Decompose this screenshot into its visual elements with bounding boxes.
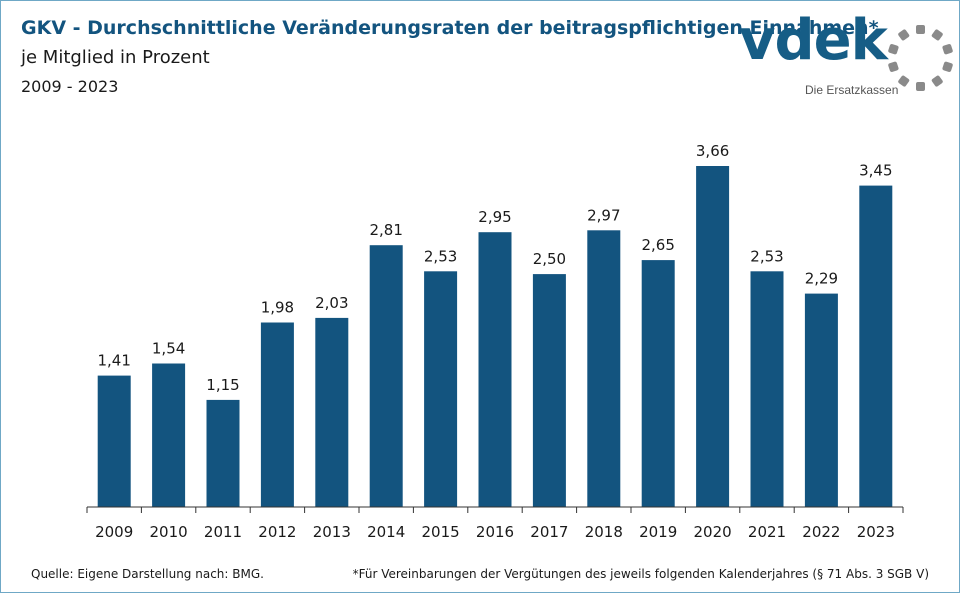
footnote: *Für Vereinbarungen der Vergütungen des … bbox=[352, 567, 929, 581]
bar bbox=[532, 274, 566, 507]
chart-subtitle: je Mitglied in Prozent bbox=[21, 47, 210, 68]
x-tick-label: 2020 bbox=[694, 523, 732, 541]
bar-value-label: 2,53 bbox=[424, 247, 457, 265]
bar-value-label: 2,65 bbox=[641, 236, 674, 254]
bar bbox=[587, 230, 621, 508]
x-tick-label: 2013 bbox=[313, 523, 351, 541]
x-tick-label: 2014 bbox=[367, 523, 405, 541]
bar-value-label: 1,98 bbox=[261, 299, 294, 317]
chart-title: GKV - Durchschnittliche Veränderungsrate… bbox=[21, 17, 879, 39]
x-tick-label: 2010 bbox=[150, 523, 188, 541]
bar-value-label: 1,15 bbox=[206, 376, 239, 394]
x-tick-label: 2022 bbox=[802, 523, 840, 541]
bar bbox=[260, 322, 294, 507]
x-tick-label: 2019 bbox=[639, 523, 677, 541]
bar-value-label: 2,97 bbox=[587, 206, 620, 224]
bar bbox=[750, 271, 784, 507]
logo-tagline: Die Ersatzkassen bbox=[805, 83, 899, 97]
chart-period: 2009 - 2023 bbox=[21, 77, 119, 96]
logo-wordmark: vdek bbox=[739, 8, 888, 73]
bar-value-label: 2,03 bbox=[315, 294, 348, 312]
bar-value-label: 2,81 bbox=[369, 221, 402, 239]
bar-value-label: 1,54 bbox=[152, 340, 185, 358]
bar-value-label: 3,45 bbox=[859, 162, 892, 180]
bar bbox=[641, 260, 675, 507]
bar-value-label: 3,66 bbox=[696, 142, 729, 160]
bar bbox=[152, 363, 186, 507]
x-tick-label: 2015 bbox=[422, 523, 460, 541]
bar bbox=[859, 185, 893, 507]
x-tick-label: 2017 bbox=[530, 523, 568, 541]
x-tick-label: 2012 bbox=[258, 523, 296, 541]
bar bbox=[696, 166, 730, 507]
x-tick-label: 2023 bbox=[857, 523, 895, 541]
bar-value-label: 2,53 bbox=[750, 247, 783, 265]
x-tick-label: 2009 bbox=[95, 523, 133, 541]
bar bbox=[424, 271, 458, 507]
x-tick-label: 2021 bbox=[748, 523, 786, 541]
bar-value-label: 2,50 bbox=[533, 250, 566, 268]
source-note: Quelle: Eigene Darstellung nach: BMG. bbox=[31, 567, 264, 581]
bar bbox=[206, 399, 240, 507]
bar bbox=[369, 245, 403, 507]
bar-chart: 1,41 2009 1,54 2010 1,15 2011 1,98 2012 2,03 2013… bbox=[86, 142, 904, 541]
vdek-logo: vdek Die Ersatzkassen bbox=[739, 13, 959, 105]
bar bbox=[804, 293, 838, 507]
bar-value-label: 2,95 bbox=[478, 208, 511, 226]
bar-value-label: 2,29 bbox=[805, 270, 838, 288]
x-tick-label: 2016 bbox=[476, 523, 514, 541]
bar-value-label: 1,41 bbox=[97, 352, 130, 370]
x-tick-label: 2011 bbox=[204, 523, 242, 541]
bar bbox=[97, 375, 131, 507]
bar bbox=[478, 232, 512, 507]
bar bbox=[315, 317, 349, 507]
x-tick-label: 2018 bbox=[585, 523, 623, 541]
dotted-ring-icon bbox=[888, 25, 953, 91]
